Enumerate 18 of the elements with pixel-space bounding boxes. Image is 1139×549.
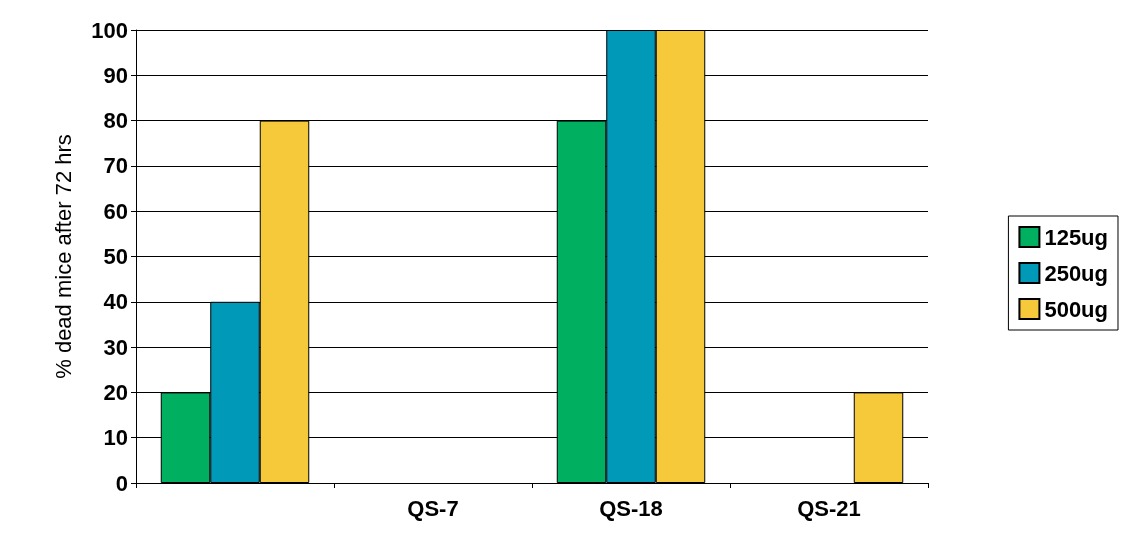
y-tick-label: 10 xyxy=(103,425,128,451)
y-tick-label: 50 xyxy=(103,244,128,269)
y-tick-label: 90 xyxy=(103,62,128,88)
y-axis-title: % dead mice after 72 hrs xyxy=(50,134,76,379)
legend-label: 250ug xyxy=(1044,260,1109,286)
x-tick-label: QS-18 xyxy=(599,495,663,521)
y-tick-label: 100 xyxy=(91,17,128,43)
x-tick-label: QS-7 xyxy=(407,495,459,521)
legend-label: 500ug xyxy=(1044,296,1109,322)
y-tick-label: 70 xyxy=(103,153,128,179)
y-tick-label: 40 xyxy=(103,289,128,315)
y-tick-label: 20 xyxy=(103,379,128,405)
y-tick-label: 60 xyxy=(103,198,128,224)
legend-label: 125ug xyxy=(1044,224,1109,250)
y-tick-label: 30 xyxy=(103,334,128,360)
y-tick-label: 0 xyxy=(115,470,128,496)
y-tick-label: 80 xyxy=(103,108,128,134)
x-tick-label: QS-21 xyxy=(797,495,861,521)
